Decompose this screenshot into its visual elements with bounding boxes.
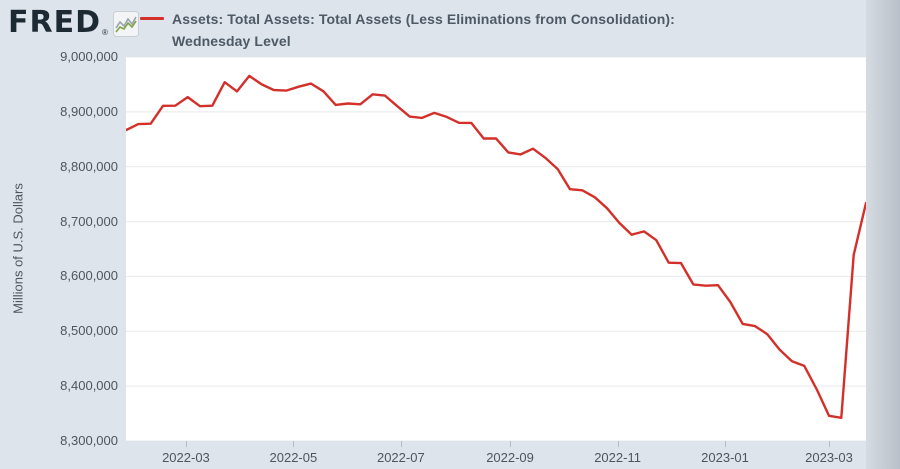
legend-line-swatch	[140, 17, 164, 20]
series-title: Assets: Total Assets: Total Assets (Less…	[172, 8, 675, 52]
x-axis-tick-mark	[400, 441, 402, 447]
registered-trademark-symbol: ®	[102, 28, 108, 37]
x-axis-tick-label: 2023-01	[701, 450, 749, 465]
fred-logo[interactable]: FRED ®	[8, 8, 139, 38]
legend: Assets: Total Assets: Total Assets (Less…	[140, 8, 675, 52]
y-axis-tick-label: 8,900,000	[60, 103, 118, 119]
x-axis-tick-label: 2022-11	[594, 450, 641, 465]
y-axis-tick-label: 8,800,000	[60, 158, 118, 174]
y-axis-tick-label: 8,400,000	[60, 378, 118, 394]
x-axis-tick-label: 2022-09	[486, 450, 534, 465]
x-axis-tick-mark	[510, 441, 512, 447]
x-axis-tick-mark	[617, 441, 619, 447]
y-axis-title: Millions of U.S. Dollars	[10, 183, 26, 314]
x-axis-tick-mark	[293, 441, 295, 447]
right-edge-gradient	[866, 0, 900, 469]
y-axis-tick-label: 9,000,000	[60, 49, 118, 64]
plot-area	[126, 57, 866, 441]
chart-header: FRED ® Assets: Total Assets: Total Asset…	[0, 0, 866, 56]
fred-logo-text: FRED	[8, 5, 101, 40]
x-axis-tick-mark	[185, 441, 187, 447]
series-title-line1: Assets: Total Assets: Total Assets (Less…	[172, 11, 675, 27]
x-axis-tick-mark	[725, 441, 727, 447]
y-axis-tick-label: 8,600,000	[60, 268, 118, 284]
data-line-series	[126, 74, 866, 419]
x-axis-tick-label: 2023-03	[805, 450, 853, 465]
y-axis-tick-label: 8,700,000	[60, 213, 118, 229]
x-axis-tick-label: 2022-03	[162, 450, 210, 465]
line-chart-canvas	[126, 57, 866, 441]
y-axis-tick-label: 8,300,000	[60, 433, 118, 448]
x-axis-tick-label: 2022-05	[269, 450, 318, 465]
x-axis-tick-mark	[829, 441, 830, 447]
y-axis-tick-label: 8,500,000	[60, 323, 118, 339]
x-axis-tick-label: 2022-07	[376, 450, 425, 465]
series-title-line2: Wednesday Level	[172, 33, 291, 49]
fred-sparkline-icon	[112, 11, 139, 37]
